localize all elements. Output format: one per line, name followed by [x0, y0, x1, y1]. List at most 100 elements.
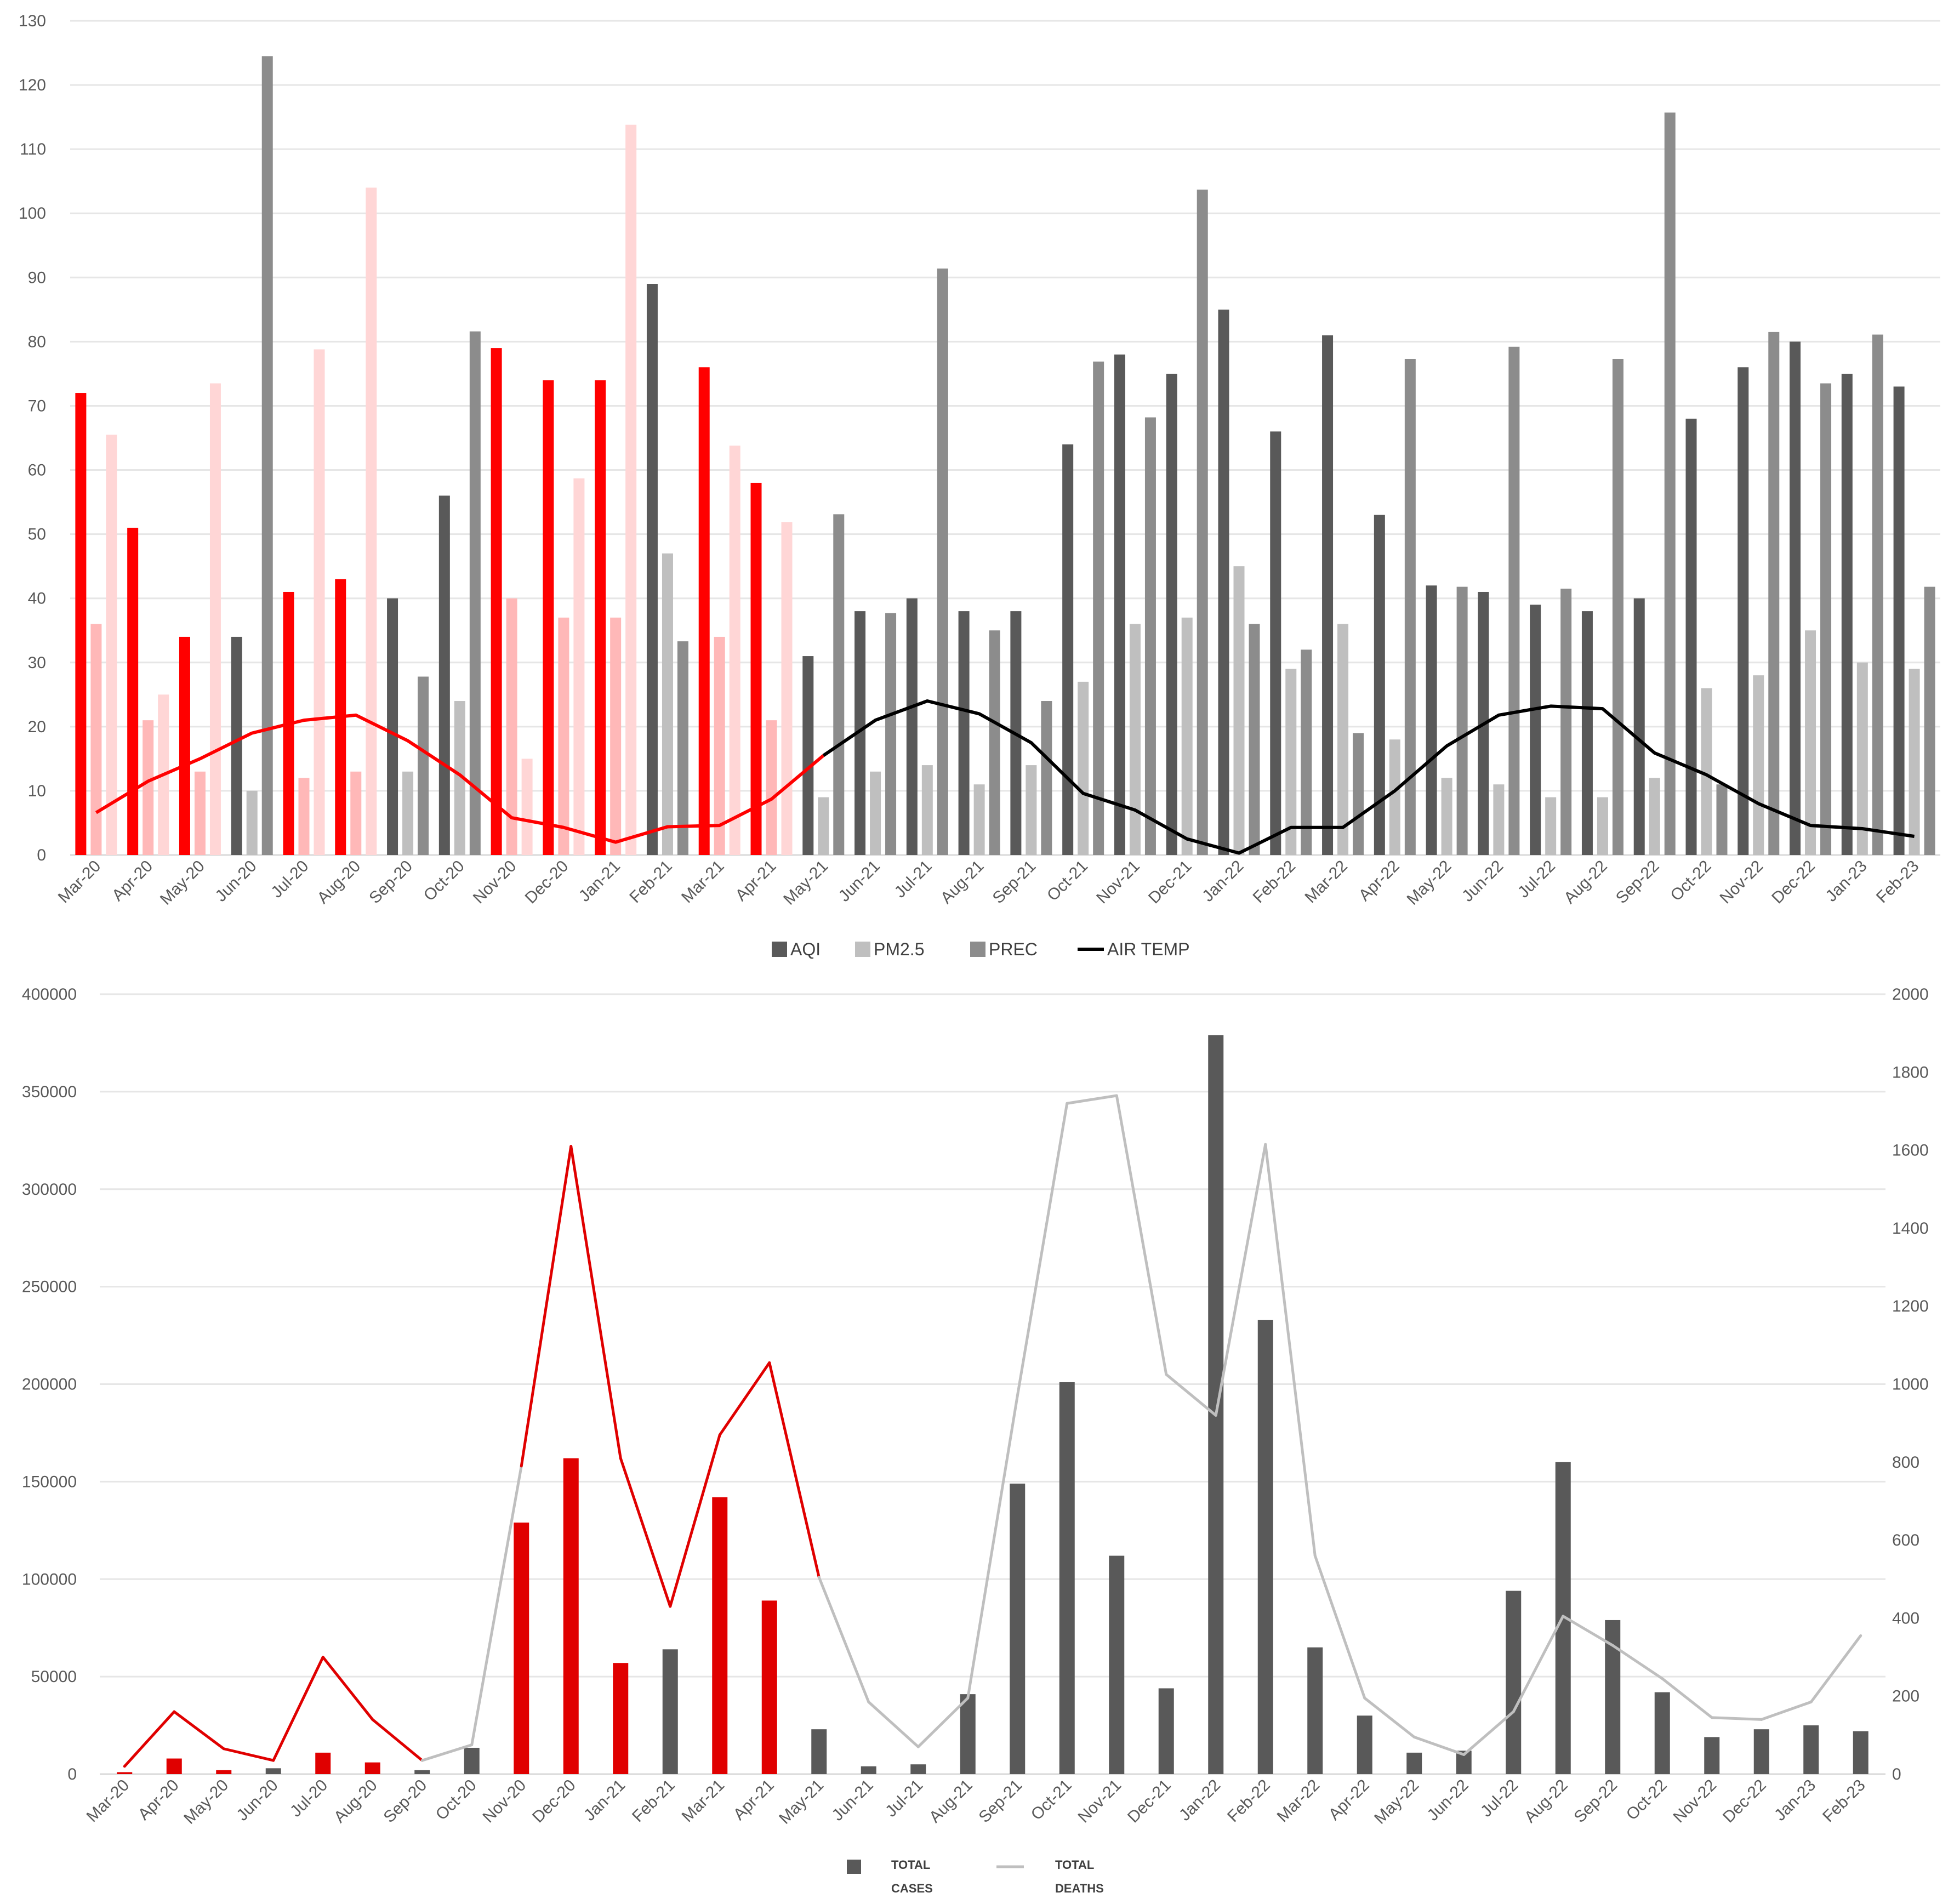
- legend-swatch-total-cases: [847, 1860, 861, 1874]
- bar-pm2-5: [1597, 797, 1608, 855]
- bar-prec: [1508, 346, 1520, 855]
- bar-aqi: [1114, 354, 1125, 855]
- bar-total-cases: [1109, 1555, 1125, 1774]
- legend: TOTAL CASES TOTAL DEATHS: [847, 1858, 1104, 1895]
- bar-total-cases: [166, 1758, 182, 1774]
- y2-tick-label: 1000: [1892, 1376, 1929, 1394]
- x-tick-label: Apr-22: [1325, 1776, 1373, 1824]
- bar-total-cases: [414, 1770, 430, 1774]
- bar-aqi: [750, 482, 762, 855]
- bar-pm2-5: [1805, 630, 1816, 855]
- x-tick-label: Aug-20: [331, 1776, 381, 1827]
- x-tick-label: Dec-20: [529, 1776, 579, 1827]
- line-total-deaths-highlighted: [371, 1718, 424, 1762]
- bar-prec: [1041, 701, 1052, 855]
- bar-aqi: [179, 636, 190, 855]
- bar-pm2-5: [1337, 624, 1349, 855]
- bar-prec: [989, 630, 1000, 855]
- bar-aqi: [1893, 386, 1905, 855]
- y-tick-label: 150000: [22, 1473, 77, 1491]
- legend-label: PM2.5: [874, 939, 924, 959]
- line-total-deaths: [1165, 1373, 1217, 1417]
- bar-aqi: [958, 611, 970, 855]
- line-total-deaths-highlighted: [272, 1656, 324, 1762]
- bar-total-cases: [1654, 1692, 1670, 1774]
- bar-aqi: [1374, 515, 1385, 855]
- bar-total-cases: [662, 1649, 678, 1774]
- x-tick-label: Sep-21: [975, 1776, 1026, 1827]
- x-tick-label: Jan-22: [1199, 857, 1247, 905]
- bar-pm2-5: [1441, 778, 1452, 855]
- y-tick-label: 300000: [22, 1181, 77, 1199]
- x-tick-label: Sep-22: [1613, 857, 1663, 908]
- y-tick-label: 90: [28, 269, 46, 287]
- bar-aqi: [646, 284, 658, 855]
- bar-total-cases: [1803, 1725, 1819, 1774]
- line-total-deaths: [1214, 1143, 1267, 1417]
- bar-total-cases: [1208, 1035, 1224, 1774]
- bar-prec: [261, 56, 273, 855]
- bar-pm2-5: [1701, 688, 1712, 855]
- bar-aqi: [1581, 611, 1593, 855]
- bar-total-cases: [1506, 1591, 1522, 1774]
- bar-total-cases: [712, 1497, 728, 1774]
- x-tick-label: Feb-23: [1873, 857, 1923, 907]
- y2-tick-label: 1600: [1892, 1142, 1929, 1160]
- y-tick-label: 30: [28, 654, 46, 672]
- y2-tick-label: 800: [1892, 1453, 1919, 1472]
- bar-pm2-5: [973, 784, 985, 855]
- x-tick-label: Jun-21: [835, 857, 884, 905]
- bar-total-cases: [1059, 1382, 1075, 1774]
- x-tick-label: Nov-21: [1093, 857, 1143, 908]
- bar-prec: [469, 331, 481, 855]
- bar-aqi: [1270, 431, 1281, 855]
- bar-total-cases: [1257, 1320, 1273, 1774]
- y2-tick-label: 1200: [1892, 1297, 1929, 1315]
- y-tick-label: 0: [37, 846, 46, 864]
- x-tick-label: Mar-20: [83, 1776, 133, 1826]
- x-tick-label: Feb-23: [1819, 1776, 1869, 1826]
- y2-tick-label: 200: [1892, 1688, 1919, 1706]
- line-total-deaths: [1760, 1700, 1813, 1721]
- bar-aqi: [1218, 309, 1229, 855]
- bar-prec: [677, 641, 688, 855]
- x-tick-label: Apr-21: [732, 857, 779, 905]
- legend-label-line: DEATHS: [1055, 1882, 1104, 1895]
- y-tick-label: 0: [67, 1765, 77, 1783]
- bar-pm2-5: [454, 701, 465, 855]
- x-tick-label: Jun-21: [828, 1776, 876, 1825]
- bar-total-cases: [315, 1752, 331, 1774]
- bar-aqi: [1062, 444, 1074, 855]
- x-tick-label: Aug-21: [937, 857, 988, 908]
- bar-prec: [937, 268, 948, 855]
- line-total-deaths-highlighted: [768, 1361, 821, 1579]
- bar-pm2-5: [766, 720, 777, 855]
- y2-tick-label: 0: [1892, 1765, 1901, 1783]
- legend-label-line: TOTAL: [1055, 1858, 1094, 1872]
- x-tick-label: Mar-20: [55, 857, 105, 907]
- y2-tick-label: 400: [1892, 1609, 1919, 1627]
- bar-pm2-5: [714, 636, 725, 855]
- line-total-deaths: [1809, 1634, 1862, 1703]
- bar-pm2-5: [870, 771, 881, 855]
- x-tick-label: Jul-22: [1477, 1776, 1522, 1821]
- line-total-deaths: [1066, 1094, 1118, 1105]
- line-total-deaths-highlighted: [718, 1361, 771, 1436]
- x-tick-label: Sep-21: [989, 857, 1040, 908]
- bar-aqi: [1426, 585, 1437, 855]
- bar-prec: [1872, 334, 1883, 855]
- legend-label: AIR TEMP: [1107, 939, 1190, 959]
- y-tick-label: 20: [28, 718, 46, 736]
- bar-aqi: [1685, 418, 1697, 855]
- bar-pm2-5: [1753, 675, 1764, 855]
- bar-pm2-5: [350, 771, 362, 855]
- line-air-temp-highlighted: [95, 713, 825, 844]
- bar-aqi: [127, 527, 139, 855]
- bar-pm2-5: [558, 617, 569, 855]
- x-tick-label: May-20: [157, 857, 208, 909]
- y-tick-label: 130: [19, 12, 46, 30]
- line-total-deaths: [1016, 1102, 1069, 1398]
- bar-total-cases: [613, 1663, 629, 1774]
- bar-total-cases: [761, 1600, 777, 1774]
- bar-aqi: [698, 367, 710, 855]
